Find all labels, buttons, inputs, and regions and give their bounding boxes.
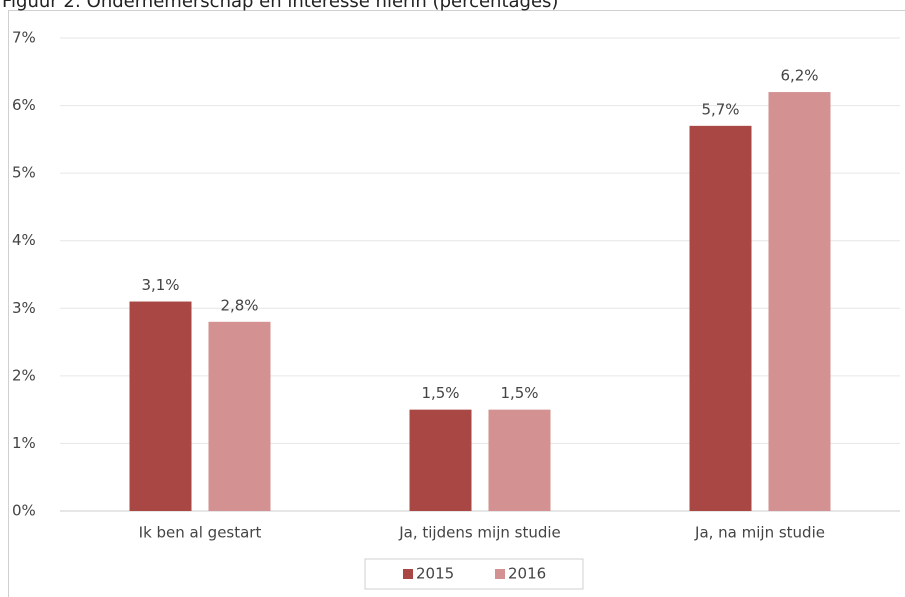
y-tick-label: 7%	[12, 29, 36, 47]
chart-title: Figuur 2: Ondernemerschap en interesse h…	[2, 0, 558, 12]
y-tick-label: 6%	[12, 96, 36, 114]
y-tick-label: 3%	[12, 299, 36, 317]
y-tick-label: 1%	[12, 434, 36, 452]
x-tick-label: Ja, tijdens mijn studie	[398, 524, 561, 542]
legend-swatch	[495, 569, 505, 579]
data-label: 3,1%	[141, 276, 179, 294]
x-tick-label: Ik ben al gestart	[139, 524, 262, 542]
data-label: 5,7%	[701, 100, 739, 118]
bar	[768, 92, 831, 512]
y-tick-label: 4%	[12, 231, 36, 249]
legend-label: 2016	[508, 565, 546, 583]
bar	[689, 125, 752, 511]
data-label: 6,2%	[780, 67, 818, 85]
data-label: 2,8%	[220, 296, 258, 314]
bar	[129, 301, 192, 511]
legend-swatch	[403, 569, 413, 579]
y-tick-label: 5%	[12, 164, 36, 182]
x-tick-label: Ja, na mijn studie	[694, 524, 825, 542]
y-tick-label: 0%	[12, 502, 36, 520]
legend-label: 2015	[416, 565, 454, 583]
bar	[208, 321, 271, 511]
data-label: 1,5%	[421, 384, 459, 402]
legend-box	[364, 558, 584, 590]
data-label: 1,5%	[500, 384, 538, 402]
y-tick-label: 2%	[12, 366, 36, 384]
bar	[488, 409, 551, 511]
bar	[409, 409, 472, 511]
